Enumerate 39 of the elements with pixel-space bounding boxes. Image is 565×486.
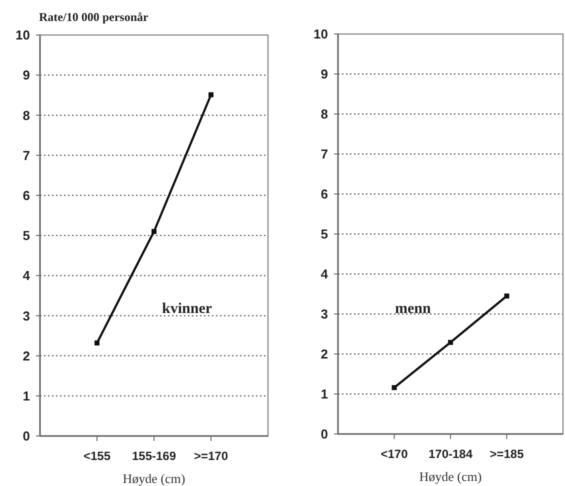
y-tick-label: 3	[22, 308, 30, 324]
y-tick-label: 4	[22, 268, 31, 284]
y-tick-label: 6	[320, 186, 328, 202]
y-tick-label: 5	[320, 226, 328, 242]
y-tick-label: 3	[320, 306, 328, 322]
y-tick-label: 6	[22, 188, 30, 203]
text: kvinner	[162, 301, 212, 317]
y-tick-label: 2	[22, 348, 30, 364]
x-tick-label: <170	[380, 447, 408, 461]
point	[208, 92, 214, 98]
y-tick-label: 9	[22, 68, 30, 83]
point	[392, 385, 397, 390]
y-tick-label: 8	[320, 106, 328, 122]
y-tick-label: 10	[314, 26, 328, 42]
point	[152, 228, 156, 234]
y-tick-label: 0	[22, 428, 30, 444]
y-axis-title: Rate/10 000 personår	[39, 10, 149, 24]
y-tick-label: 9	[320, 66, 328, 82]
y-tick-label: 8	[22, 108, 30, 123]
y-tick-label: 0	[320, 426, 328, 442]
x-tick-label: 170-184	[428, 447, 473, 461]
x-tick-label: >=170	[194, 449, 228, 463]
y-tick-label: 7	[320, 146, 328, 162]
x-tick-label: >=185	[490, 447, 524, 461]
x-tick-label: 155-169	[132, 449, 176, 463]
y-tick-label: 10	[16, 28, 30, 43]
y-tick-label: 7	[22, 148, 30, 163]
y-tick-label: 5	[22, 228, 30, 244]
y-tick-label: 1	[320, 386, 328, 402]
x-axis-title: Høyde (cm)	[122, 471, 186, 486]
y-tick-label: 4	[320, 266, 329, 282]
series-label: menn	[395, 301, 432, 317]
point	[504, 294, 510, 298]
x-tick-label: <155	[83, 449, 111, 463]
x-axis-title: Høyde (cm)	[419, 469, 482, 484]
point	[448, 340, 453, 345]
point	[94, 340, 100, 346]
y-tick-label: 1	[22, 388, 30, 404]
y-tick-label: 2	[320, 346, 328, 362]
